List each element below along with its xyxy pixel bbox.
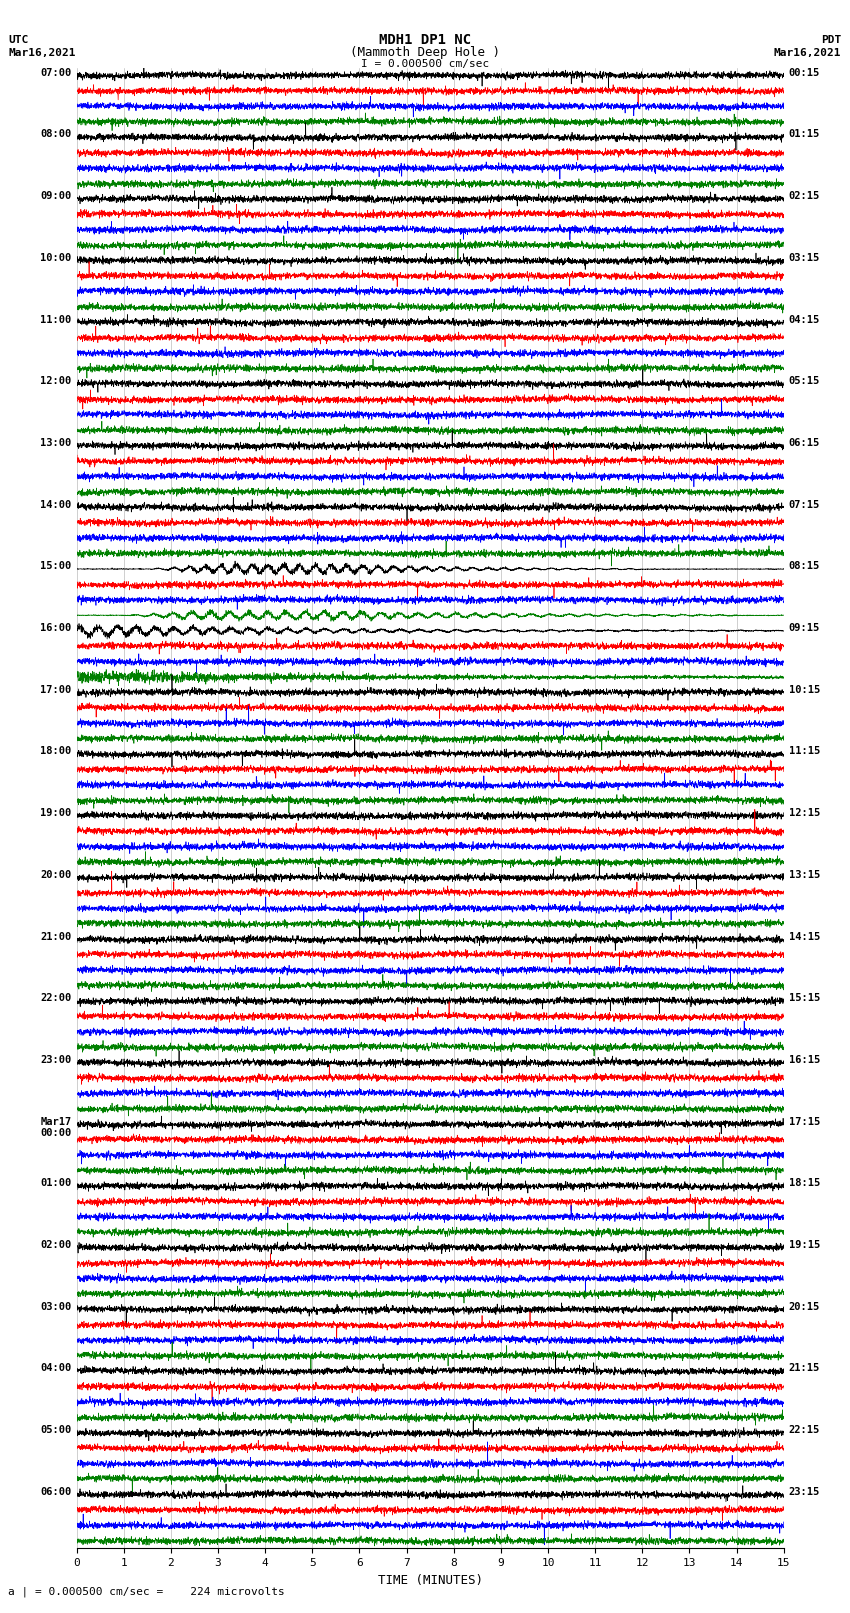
Text: 06:15: 06:15 xyxy=(789,439,820,448)
Text: 10:00: 10:00 xyxy=(40,253,71,263)
Text: 03:15: 03:15 xyxy=(789,253,820,263)
Text: 19:00: 19:00 xyxy=(40,808,71,818)
Text: UTC: UTC xyxy=(8,35,29,45)
Text: 17:15: 17:15 xyxy=(789,1116,820,1126)
Text: 22:00: 22:00 xyxy=(40,994,71,1003)
Text: 19:15: 19:15 xyxy=(789,1240,820,1250)
Text: 20:00: 20:00 xyxy=(40,869,71,879)
Text: 00:15: 00:15 xyxy=(789,68,820,77)
Text: I = 0.000500 cm/sec: I = 0.000500 cm/sec xyxy=(361,58,489,69)
Text: 07:15: 07:15 xyxy=(789,500,820,510)
Text: 16:15: 16:15 xyxy=(789,1055,820,1065)
Text: 09:00: 09:00 xyxy=(40,192,71,202)
Text: 12:15: 12:15 xyxy=(789,808,820,818)
Text: 15:15: 15:15 xyxy=(789,994,820,1003)
Text: 18:00: 18:00 xyxy=(40,747,71,756)
Text: 14:15: 14:15 xyxy=(789,932,820,942)
Text: 11:15: 11:15 xyxy=(789,747,820,756)
Text: 05:15: 05:15 xyxy=(789,376,820,386)
Text: MDH1 DP1 NC: MDH1 DP1 NC xyxy=(379,32,471,47)
Text: 09:15: 09:15 xyxy=(789,623,820,632)
Text: Mar17
00:00: Mar17 00:00 xyxy=(40,1116,71,1139)
Text: 14:00: 14:00 xyxy=(40,500,71,510)
Text: a | = 0.000500 cm/sec =    224 microvolts: a | = 0.000500 cm/sec = 224 microvolts xyxy=(8,1586,286,1597)
Text: Mar16,2021: Mar16,2021 xyxy=(774,48,842,58)
Text: 16:00: 16:00 xyxy=(40,623,71,632)
Text: 02:00: 02:00 xyxy=(40,1240,71,1250)
Text: 18:15: 18:15 xyxy=(789,1177,820,1189)
Text: 01:00: 01:00 xyxy=(40,1177,71,1189)
Text: 23:15: 23:15 xyxy=(789,1487,820,1497)
Text: 13:00: 13:00 xyxy=(40,439,71,448)
Text: 04:15: 04:15 xyxy=(789,315,820,324)
Text: 12:00: 12:00 xyxy=(40,376,71,386)
Text: 15:00: 15:00 xyxy=(40,561,71,571)
Text: 13:15: 13:15 xyxy=(789,869,820,879)
Text: (Mammoth Deep Hole ): (Mammoth Deep Hole ) xyxy=(350,45,500,60)
Text: 11:00: 11:00 xyxy=(40,315,71,324)
Text: 22:15: 22:15 xyxy=(789,1426,820,1436)
Text: 04:00: 04:00 xyxy=(40,1363,71,1373)
Text: 05:00: 05:00 xyxy=(40,1426,71,1436)
Text: Mar16,2021: Mar16,2021 xyxy=(8,48,76,58)
Text: 10:15: 10:15 xyxy=(789,686,820,695)
Text: 17:00: 17:00 xyxy=(40,686,71,695)
Text: 08:00: 08:00 xyxy=(40,129,71,139)
Text: 02:15: 02:15 xyxy=(789,192,820,202)
Text: 21:15: 21:15 xyxy=(789,1363,820,1373)
Text: 08:15: 08:15 xyxy=(789,561,820,571)
Text: 20:15: 20:15 xyxy=(789,1302,820,1311)
Text: PDT: PDT xyxy=(821,35,842,45)
X-axis label: TIME (MINUTES): TIME (MINUTES) xyxy=(377,1574,483,1587)
Text: 07:00: 07:00 xyxy=(40,68,71,77)
Text: 06:00: 06:00 xyxy=(40,1487,71,1497)
Text: 03:00: 03:00 xyxy=(40,1302,71,1311)
Text: 23:00: 23:00 xyxy=(40,1055,71,1065)
Text: 01:15: 01:15 xyxy=(789,129,820,139)
Text: 21:00: 21:00 xyxy=(40,932,71,942)
